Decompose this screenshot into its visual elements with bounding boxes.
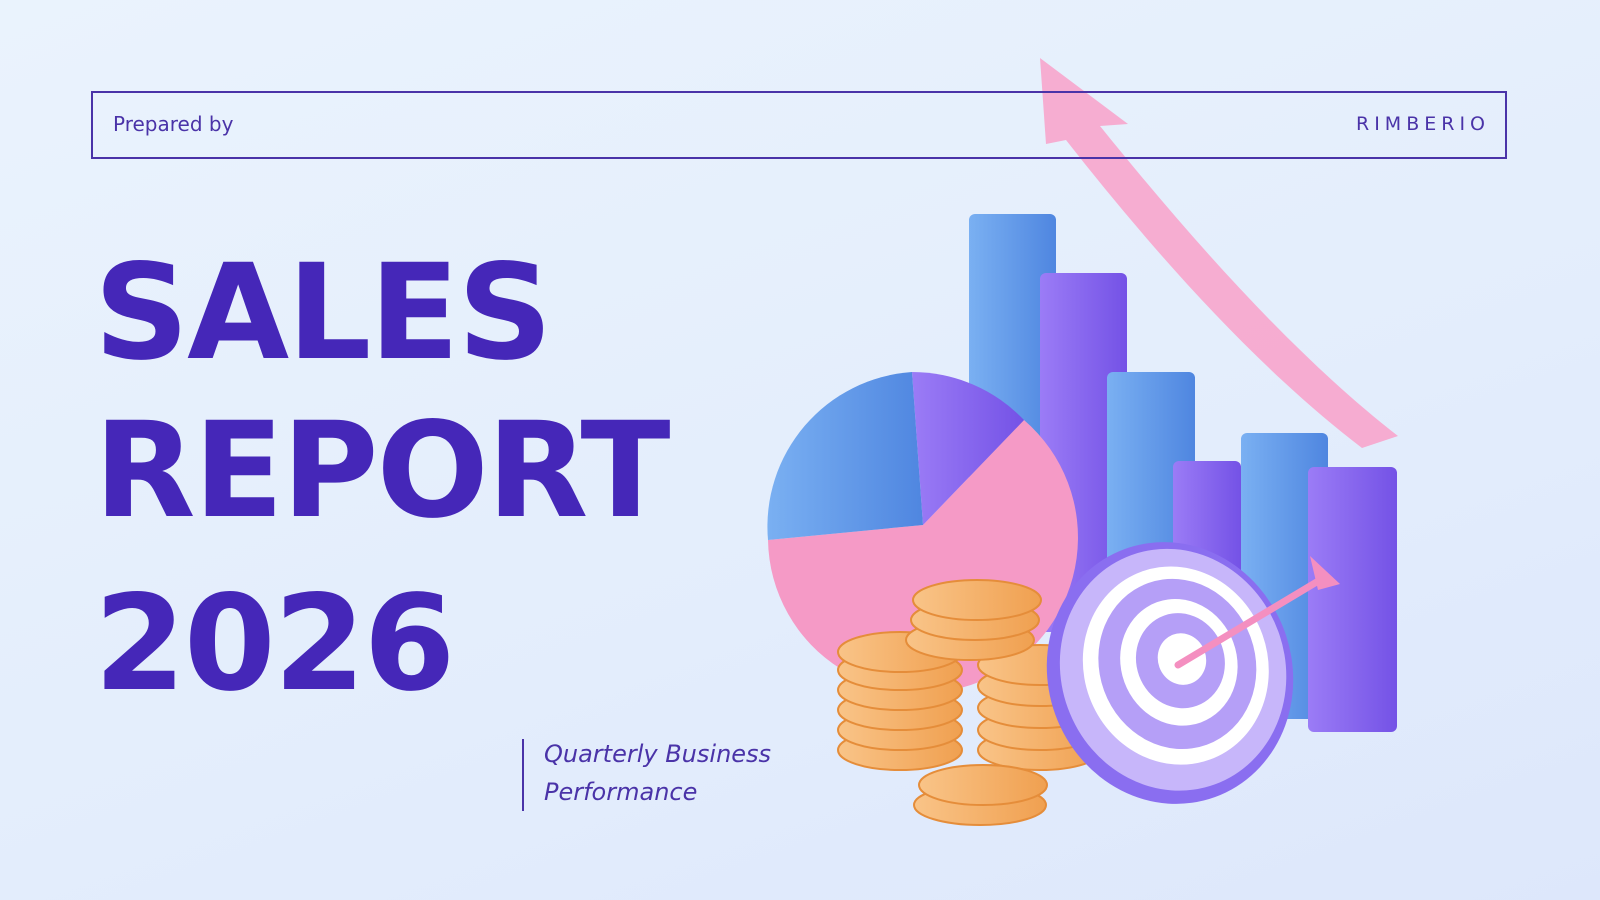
title-line: REPORT <box>94 394 671 548</box>
subtitle-rule <box>522 739 524 811</box>
subtitle-line: Quarterly Business <box>544 740 772 768</box>
subtitle-line: Performance <box>544 778 698 806</box>
brand: RIMBERIO <box>1356 113 1490 135</box>
title-line: SALES <box>94 236 553 390</box>
header-frame <box>91 91 1507 159</box>
arrow <box>1040 58 1398 448</box>
dart <box>1174 556 1340 669</box>
prepared-by: Prepared by <box>113 112 234 136</box>
title-line: 2026 <box>94 567 455 721</box>
coins <box>837 579 1103 826</box>
